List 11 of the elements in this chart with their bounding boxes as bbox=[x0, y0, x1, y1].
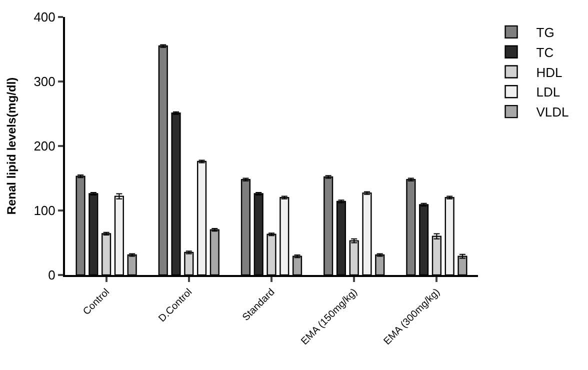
y-tick-label: 0 bbox=[48, 268, 56, 283]
legend-label: TC bbox=[536, 44, 554, 60]
legend-label: HDL bbox=[536, 64, 562, 80]
y-tick-label: 400 bbox=[34, 10, 56, 25]
legend-label: LDL bbox=[536, 84, 560, 100]
legend-label: TG bbox=[536, 25, 554, 40]
y-tick-label: 100 bbox=[34, 203, 56, 218]
y-tick-label: 200 bbox=[34, 138, 56, 154]
y-tick-label: 300 bbox=[34, 74, 56, 90]
y-axis-title: Renal lipid levels(mg/dl) bbox=[4, 77, 18, 215]
legend-label: VLDL bbox=[536, 104, 569, 120]
